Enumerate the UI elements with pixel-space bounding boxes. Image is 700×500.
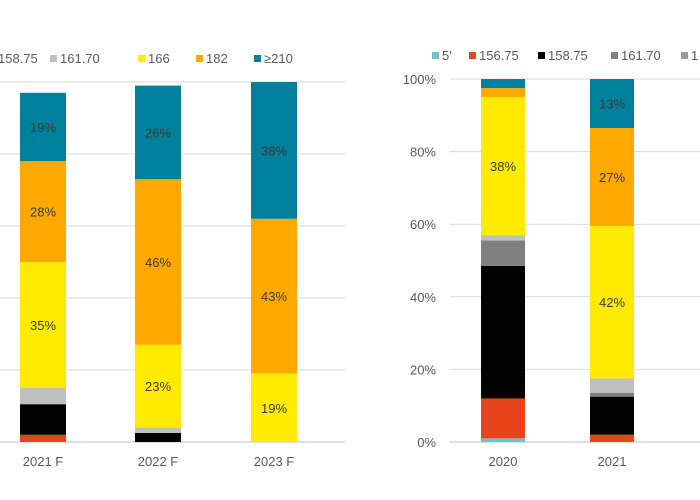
legend-label-158-75: 158.75 <box>548 48 588 63</box>
left-chart: 35% 28% 19% 2021 F 23% 46% 26% 2022 F 19% 43% 38% 2… <box>0 51 345 469</box>
bar-segment-166 <box>20 262 66 388</box>
data-label: 26% <box>145 125 171 140</box>
y-tick-label: 80% <box>410 145 436 160</box>
data-label: 19% <box>261 401 287 416</box>
data-label: 13% <box>599 97 625 112</box>
x-tick-label: 2023 F <box>254 454 295 469</box>
legend-swatch-166 <box>138 55 145 62</box>
x-tick-label: 2020 <box>489 454 518 469</box>
data-label: 28% <box>30 205 56 220</box>
bar-segment-156-75 <box>481 398 525 439</box>
legend-label-156-75: 156.75 <box>479 48 519 63</box>
legend-label-1: 1 <box>691 48 698 63</box>
legend-swatch-161-70 <box>611 52 618 59</box>
legend-label-5: 5' <box>442 48 452 63</box>
data-label: 43% <box>261 289 287 304</box>
bar-segment-161-70 <box>481 240 525 266</box>
y-tick-label: 20% <box>410 362 436 377</box>
bar-segment-166 <box>590 226 634 379</box>
legend-label-210: ≥210 <box>264 51 293 66</box>
data-label: 38% <box>261 143 287 158</box>
y-tick-label: 40% <box>410 290 436 305</box>
data-label: 27% <box>599 170 625 185</box>
bar-segment-161-70 <box>135 427 181 433</box>
bar-segment-161-70 <box>590 392 634 397</box>
bar-segment-210 <box>481 79 525 89</box>
bar-segment-210 <box>135 85 181 180</box>
right-chart: 0% 20% 40% 60% 80% 100% 38% 2020 42% 27% 13% 2021 5'… <box>403 48 700 469</box>
legend-label-182: 182 <box>206 51 228 66</box>
legend-swatch-161-70 <box>50 55 57 62</box>
bar-segment-182 <box>20 161 66 262</box>
y-tick-label: 100% <box>403 72 437 87</box>
bar-segment-156-75 <box>590 434 634 442</box>
bar-segment-210 <box>251 82 297 219</box>
bar-segment-166 <box>481 97 525 236</box>
bar-segment-158-75 <box>590 396 634 435</box>
data-label: 38% <box>490 159 516 174</box>
legend-label-166: 166 <box>148 51 170 66</box>
bar-segment-156-75 <box>20 434 66 442</box>
bar-segment-166 <box>135 344 181 428</box>
bar-segment-182 <box>135 179 181 345</box>
y-tick-label: 60% <box>410 217 436 232</box>
bar-segment-210 <box>20 92 66 162</box>
bar-segment-161-70 <box>20 388 66 405</box>
legend-label-161-70: 161.70 <box>60 51 100 66</box>
legend-swatch-158-75 <box>538 52 545 59</box>
data-label: 35% <box>30 318 56 333</box>
data-label: 19% <box>30 120 56 135</box>
bar-segment-161-70b <box>590 378 634 393</box>
bar-segment-5 <box>481 438 525 442</box>
legend-swatch-182 <box>196 55 203 62</box>
data-label: 42% <box>599 295 625 310</box>
x-tick-label: 2021 <box>598 454 627 469</box>
bar-segment-166 <box>251 373 297 442</box>
legend-swatch-210 <box>254 55 261 62</box>
bar-segment-158-75 <box>20 404 66 435</box>
x-tick-label: 2021 F <box>23 454 64 469</box>
bar-segment-182 <box>481 88 525 98</box>
bar-segment-182 <box>590 128 634 227</box>
legend-swatch-5 <box>432 52 439 59</box>
bar-segment-161-70b <box>481 235 525 241</box>
y-tick-label: 0% <box>417 435 436 450</box>
bar-segment-158-75 <box>481 265 525 399</box>
bar-segment-158-75 <box>135 433 181 442</box>
bar-segment-182 <box>251 218 297 374</box>
legend-swatch-156-75 <box>469 52 476 59</box>
data-label: 46% <box>145 255 171 270</box>
x-tick-label: 2022 F <box>138 454 179 469</box>
bar-segment-210 <box>590 79 634 129</box>
legend-swatch-1 <box>681 52 688 59</box>
data-label: 23% <box>145 379 171 394</box>
legend-label-161-70: 161.70 <box>621 48 661 63</box>
legend-label-158-75: 158.75 <box>0 51 38 66</box>
